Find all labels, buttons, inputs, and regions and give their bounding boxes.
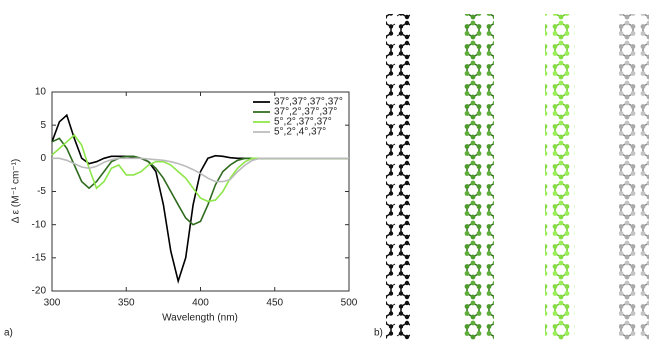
y-tick-label: 0 (40, 153, 46, 164)
x-tick-label: 450 (266, 298, 283, 309)
y-axis-label: Δ ε (M⁻¹ cm⁻¹) (11, 159, 22, 223)
legend-label: 5°,2°,4°,37° (274, 127, 326, 138)
x-tick-label: 350 (118, 298, 135, 309)
x-tick-label: 300 (44, 298, 61, 309)
series-line (52, 135, 349, 201)
y-tick-label: -20 (32, 286, 47, 297)
y-tick-label: -5 (37, 186, 46, 197)
y-tick-label: -10 (32, 219, 47, 230)
panel-label: b) (374, 328, 383, 339)
figure: Wavelength (nm) Δ ε (M⁻¹ cm⁻¹) a) b) -20… (0, 0, 649, 340)
y-tick-label: 10 (35, 87, 47, 98)
x-tick-label: 400 (192, 298, 209, 309)
y-tick-label: 5 (40, 120, 46, 131)
x-tick-label: 500 (341, 298, 358, 309)
molecule-dark-green (464, 14, 494, 340)
y-tick-label: -15 (32, 252, 47, 263)
molecule-light-green (545, 14, 575, 340)
molecule-gray (619, 14, 649, 340)
series-line (52, 138, 349, 224)
panel-label: a) (4, 328, 13, 339)
molecule-black (386, 14, 410, 340)
x-axis-label: Wavelength (nm) (162, 313, 238, 324)
